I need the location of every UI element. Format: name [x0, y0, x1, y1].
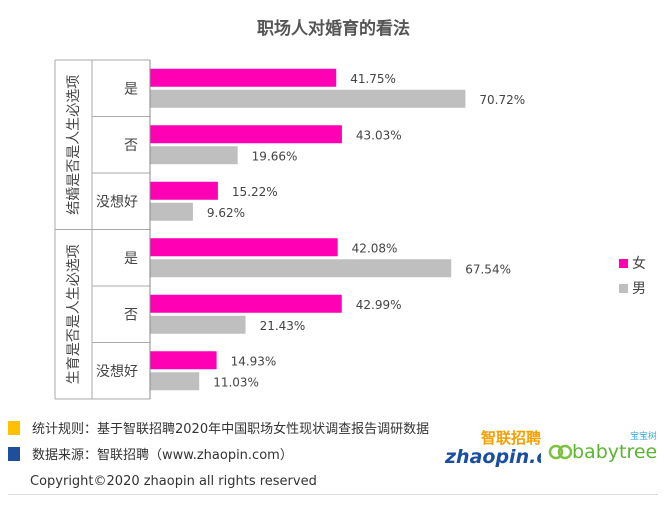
legend-label: 男 [632, 281, 646, 297]
data-label: 42.99% [356, 298, 402, 312]
zhaopin-logo: 智联招聘 zhaopin.com [444, 429, 541, 468]
bar-female [150, 351, 217, 370]
bar-female [150, 294, 342, 313]
chart: 结婚是否是人生必选项 是41.75%70.72%否43.03%19.66%没想好1… [54, 59, 646, 400]
category-label: 没想好 [96, 364, 138, 380]
data-label: 43.03% [356, 128, 402, 142]
bar-male [150, 372, 200, 391]
bar-female [150, 238, 338, 257]
data-label: 14.93% [231, 354, 277, 368]
data-label: 11.03% [213, 375, 259, 389]
category-label: 没想好 [96, 194, 138, 210]
data-label: 9.62% [207, 206, 245, 220]
footer-note-source: 数据来源：智联招聘（www.zhaopin.com） [8, 444, 293, 463]
yellow-square-icon [8, 420, 20, 435]
data-label: 21.43% [260, 319, 306, 333]
chart-title: 职场人对婚育的看法 [257, 19, 410, 39]
category-label: 否 [124, 138, 138, 154]
category-label: 是 [124, 81, 138, 97]
legend-label: 女 [632, 255, 646, 272]
zhaopin-logo-cn: 智联招聘 [481, 429, 541, 447]
group-label: 结婚是否是人生必选项 [66, 75, 82, 215]
blue-square-icon [8, 446, 20, 461]
babytree-logo: 宝宝树 babytree [548, 430, 656, 463]
data-label: 67.54% [465, 262, 511, 276]
category-label: 是 [124, 251, 138, 267]
bar-male [150, 146, 238, 165]
bar-female [150, 68, 337, 87]
data-label: 42.08% [352, 241, 398, 255]
legend-swatch [619, 259, 628, 268]
group-label: 生育是否是人生必选项 [66, 244, 82, 384]
copyright: Copyright©2020 zhaopin all rights reserv… [30, 474, 317, 489]
data-label: 70.72% [479, 93, 525, 107]
legend-swatch [619, 284, 628, 293]
category-label: 否 [124, 307, 138, 323]
footer-note-source-text: 数据来源：智联招聘（www.zhaopin.com） [32, 448, 293, 463]
footer-note-rule: 统计规则：基于智联招聘2020年中国职场女性现状调查报告调研数据 [8, 418, 429, 437]
data-label: 15.22% [232, 185, 278, 199]
bar-female [150, 125, 342, 144]
data-label: 41.75% [350, 72, 396, 86]
footer-note-rule-text: 统计规则：基于智联招聘2020年中国职场女性现状调查报告调研数据 [32, 422, 430, 437]
bar-male [150, 315, 246, 334]
babytree-logo-en: babytree [572, 441, 656, 463]
data-label: 19.66% [252, 149, 298, 163]
babytree-logo-cn: 宝宝树 [630, 430, 656, 442]
bar-male [150, 89, 466, 108]
zhaopin-logo-en: zhaopin.com [444, 446, 541, 468]
bar-male [150, 202, 193, 221]
divider [8, 494, 658, 495]
bar-male [150, 259, 452, 278]
bar-female [150, 181, 218, 200]
